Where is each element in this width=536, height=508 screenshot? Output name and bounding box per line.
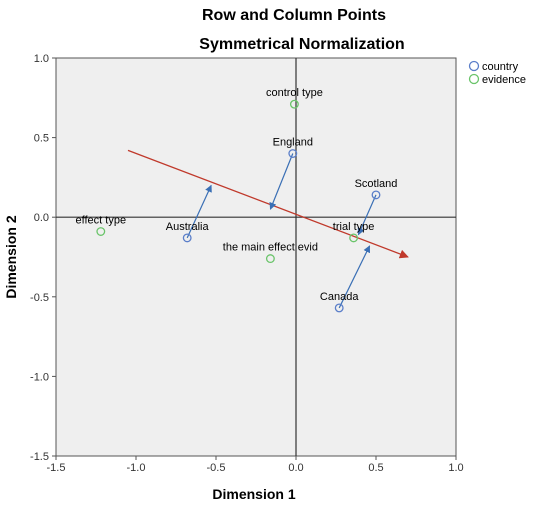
y-axis-label: Dimension 2: [3, 215, 19, 298]
projection-arrow: [338, 245, 371, 309]
evidence-point-label: trial type: [333, 221, 375, 233]
country-point: [371, 190, 381, 200]
x-axis-label: Dimension 1: [212, 486, 295, 502]
country-point: [288, 149, 298, 158]
y-tick-label: -1.0: [30, 371, 49, 383]
country-point-label: England: [273, 137, 313, 149]
evidence-point: [349, 233, 359, 243]
arrows: [127, 149, 409, 309]
evidence-point: [96, 227, 106, 236]
trend-arrow: [127, 149, 409, 259]
country-point: [334, 303, 344, 313]
country-point-label: Scotland: [355, 178, 398, 190]
y-tick-label: 0.0: [34, 212, 49, 224]
country-point-label: Canada: [320, 291, 359, 303]
x-tick-label: 0.0: [288, 462, 303, 474]
evidence-point: [265, 254, 275, 264]
chart-title: Row and Column Points: [202, 7, 386, 24]
evidence-point-label: effect type: [76, 215, 127, 227]
x-tick-label: -0.5: [207, 462, 226, 474]
y-tick-label: 0.5: [34, 133, 49, 145]
evidence-point-label: control type: [266, 87, 323, 99]
legend-label-country: country: [482, 61, 519, 73]
legend-marker-country: [468, 60, 480, 72]
data-points: [96, 99, 381, 313]
projection-arrow: [186, 184, 212, 239]
plot-area: [55, 57, 457, 457]
x-tick-label: 1.0: [448, 462, 463, 474]
x-tick-label: -1.0: [127, 462, 146, 474]
country-point-label: Australia: [166, 221, 210, 233]
projection-arrow: [357, 194, 377, 236]
y-tick-label: -1.5: [30, 451, 49, 463]
x-axis-ticks: -1.5 -1.0 -0.5 0.0 0.5 1.0: [47, 456, 464, 474]
legend-label-evidence: evidence: [482, 74, 526, 86]
x-tick-label: -1.5: [47, 462, 66, 474]
evidence-point-label: the main effect evid: [223, 242, 318, 254]
chart-subtitle: Symmetrical Normalization: [199, 36, 404, 53]
projection-arrow: [269, 153, 294, 210]
legend-marker-evidence: [468, 73, 480, 85]
y-tick-label: -0.5: [30, 292, 49, 304]
y-tick-label: 1.0: [34, 53, 49, 65]
y-axis-ticks: -1.5 -1.0 -0.5 0.0 0.5 1.0: [30, 53, 56, 463]
country-point: [182, 233, 192, 243]
reference-lines: [56, 58, 456, 456]
evidence-point: [289, 99, 299, 109]
x-tick-label: 0.5: [368, 462, 383, 474]
point-labels: England Scotland Australia Canada control ty…: [76, 87, 398, 303]
